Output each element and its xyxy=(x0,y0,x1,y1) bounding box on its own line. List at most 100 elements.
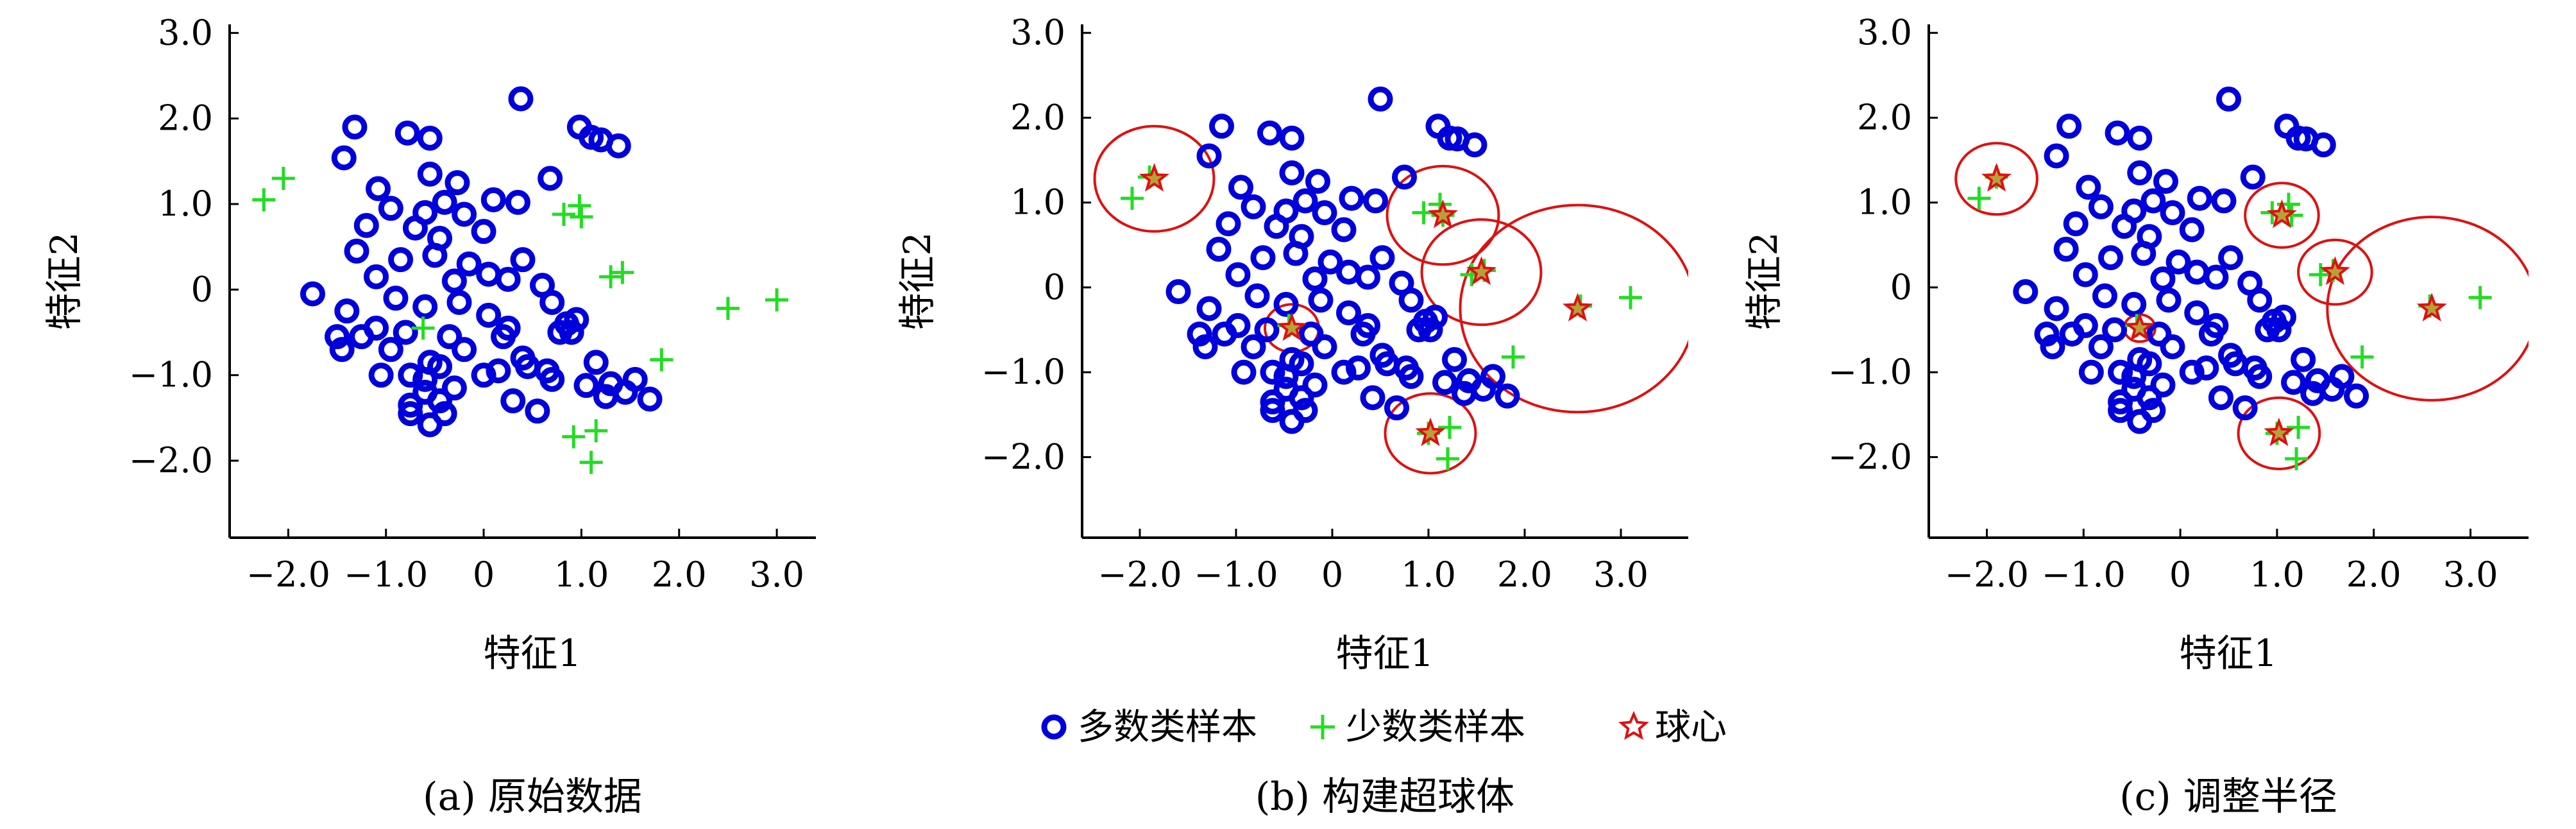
majority-point xyxy=(1350,321,1376,347)
majority-point xyxy=(1273,377,1299,402)
majority-point xyxy=(2211,188,2237,214)
panel-caption: (b) 构建超球体 xyxy=(1255,774,1514,819)
hypersphere xyxy=(1093,124,1216,233)
majority-point xyxy=(441,268,467,294)
x-axis-label: 特征1 xyxy=(2180,631,2278,675)
majority-point xyxy=(2059,321,2085,347)
majority-point xyxy=(1260,398,1285,423)
panel-2: −2.0 −1.0 0 1.0 2.0 3.0 −2.0 −1.0 0 1.0 2.0 3.0 特征1 特… xyxy=(895,12,1688,819)
y-tick-label: 1.0 xyxy=(1857,182,1912,223)
majority-point xyxy=(1289,351,1314,377)
majority-point xyxy=(1250,245,1276,271)
majority-point xyxy=(510,247,536,273)
majority-point xyxy=(2153,169,2178,194)
majority-point xyxy=(344,238,369,264)
majority-point xyxy=(2121,291,2147,317)
majority-point xyxy=(1260,359,1285,385)
minority-point xyxy=(2350,345,2374,369)
x-tick-label: 0 xyxy=(473,554,495,595)
majority-point xyxy=(446,289,472,315)
x-tick-label: 2.0 xyxy=(1497,554,1552,595)
minority-point xyxy=(579,450,603,474)
majority-point xyxy=(573,373,599,398)
minority-point xyxy=(716,296,740,320)
y-tick-label: −1.0 xyxy=(981,352,1065,392)
majority-point xyxy=(1336,259,1361,285)
majority-point xyxy=(480,187,506,212)
majority-point xyxy=(476,261,502,287)
y-axis-label: 特征2 xyxy=(1742,232,1786,330)
majority-point xyxy=(422,243,448,268)
majority-point xyxy=(1480,364,1505,389)
majority-point xyxy=(2329,364,2355,389)
minority-point xyxy=(1967,187,1991,210)
majority-point xyxy=(476,302,502,328)
majority-point xyxy=(1264,214,1289,239)
majority-point xyxy=(1302,266,1328,292)
majority-point xyxy=(2218,245,2244,271)
majority-point xyxy=(2184,259,2210,285)
majority-point xyxy=(398,363,423,388)
hypersphere xyxy=(2297,238,2373,306)
majority-point xyxy=(2121,364,2147,389)
majority-point xyxy=(456,251,482,277)
majority-point xyxy=(1305,169,1330,194)
minority-point xyxy=(1502,345,1525,369)
panel-3: −2.0 −1.0 0 1.0 2.0 3.0 −2.0 −1.0 0 1.0 2.0 3.0 特征1 特… xyxy=(1742,12,2529,819)
majority-point xyxy=(394,120,420,146)
x-tick-label: −1.0 xyxy=(1194,554,1278,595)
majority-point xyxy=(2232,395,2258,421)
majority-point xyxy=(2240,164,2266,190)
majority-point xyxy=(1462,132,1487,158)
majority-point xyxy=(2063,211,2089,237)
majority-point xyxy=(1196,296,1222,321)
majority-point xyxy=(1363,188,1388,214)
majority-point xyxy=(1260,389,1285,414)
minority-point xyxy=(552,203,575,226)
minority-point xyxy=(1436,447,1459,471)
majority-point xyxy=(1254,317,1280,343)
majority-point xyxy=(491,324,516,350)
sphere-center xyxy=(1466,256,1497,286)
x-tick-label: 3.0 xyxy=(749,554,804,595)
majority-point xyxy=(1212,321,1237,347)
majority-point xyxy=(2131,241,2157,266)
majority-point xyxy=(1355,264,1380,290)
majority-point xyxy=(2291,346,2316,372)
sphere-center xyxy=(2416,293,2447,321)
majority-point xyxy=(2203,264,2229,290)
panel-caption: (c) 调整半径 xyxy=(2119,774,2337,819)
y-tick-label: 1.0 xyxy=(158,184,213,224)
majority-point xyxy=(2013,279,2038,305)
majority-point xyxy=(2127,409,2153,434)
majority-point xyxy=(1369,245,1395,271)
majority-point xyxy=(1452,380,1477,406)
minority-point xyxy=(271,167,295,190)
sphere-center xyxy=(2264,417,2294,447)
y-tick-label: 3.0 xyxy=(1857,12,1912,53)
majority-point xyxy=(402,215,428,241)
majority-point xyxy=(398,401,423,427)
majority-point xyxy=(2179,217,2205,243)
majority-point xyxy=(368,363,394,388)
majority-point xyxy=(593,384,618,409)
majority-point xyxy=(2127,160,2153,185)
majority-point xyxy=(2150,372,2176,398)
majority-point xyxy=(2053,236,2079,262)
majority-point xyxy=(622,366,648,392)
minority-point xyxy=(2287,416,2310,440)
spheres xyxy=(1954,142,2529,470)
x-tick-label: 0 xyxy=(1321,554,1343,595)
majority-point xyxy=(1308,287,1334,313)
majority-point xyxy=(2108,359,2133,385)
majority-point xyxy=(378,337,403,363)
majority-point xyxy=(300,281,325,307)
majority-point xyxy=(1318,249,1343,275)
majority-point xyxy=(1331,217,1357,243)
y-tick-label: −2.0 xyxy=(981,436,1065,477)
hypersphere xyxy=(1384,392,1477,475)
majority-point xyxy=(353,212,379,238)
hypersphere xyxy=(1459,203,1688,414)
majority-point xyxy=(2208,385,2233,411)
majority-point xyxy=(2105,120,2130,146)
